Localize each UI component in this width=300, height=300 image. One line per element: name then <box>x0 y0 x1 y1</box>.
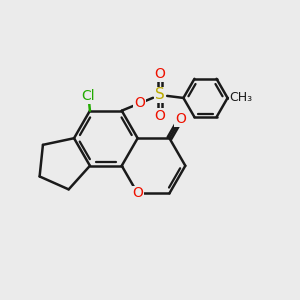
Text: O: O <box>154 109 165 123</box>
Text: O: O <box>132 186 143 200</box>
Text: O: O <box>154 68 165 81</box>
Text: O: O <box>175 112 186 126</box>
Text: CH₃: CH₃ <box>229 92 252 104</box>
Text: Cl: Cl <box>82 89 95 103</box>
Text: S: S <box>155 88 165 103</box>
Text: O: O <box>134 96 145 110</box>
